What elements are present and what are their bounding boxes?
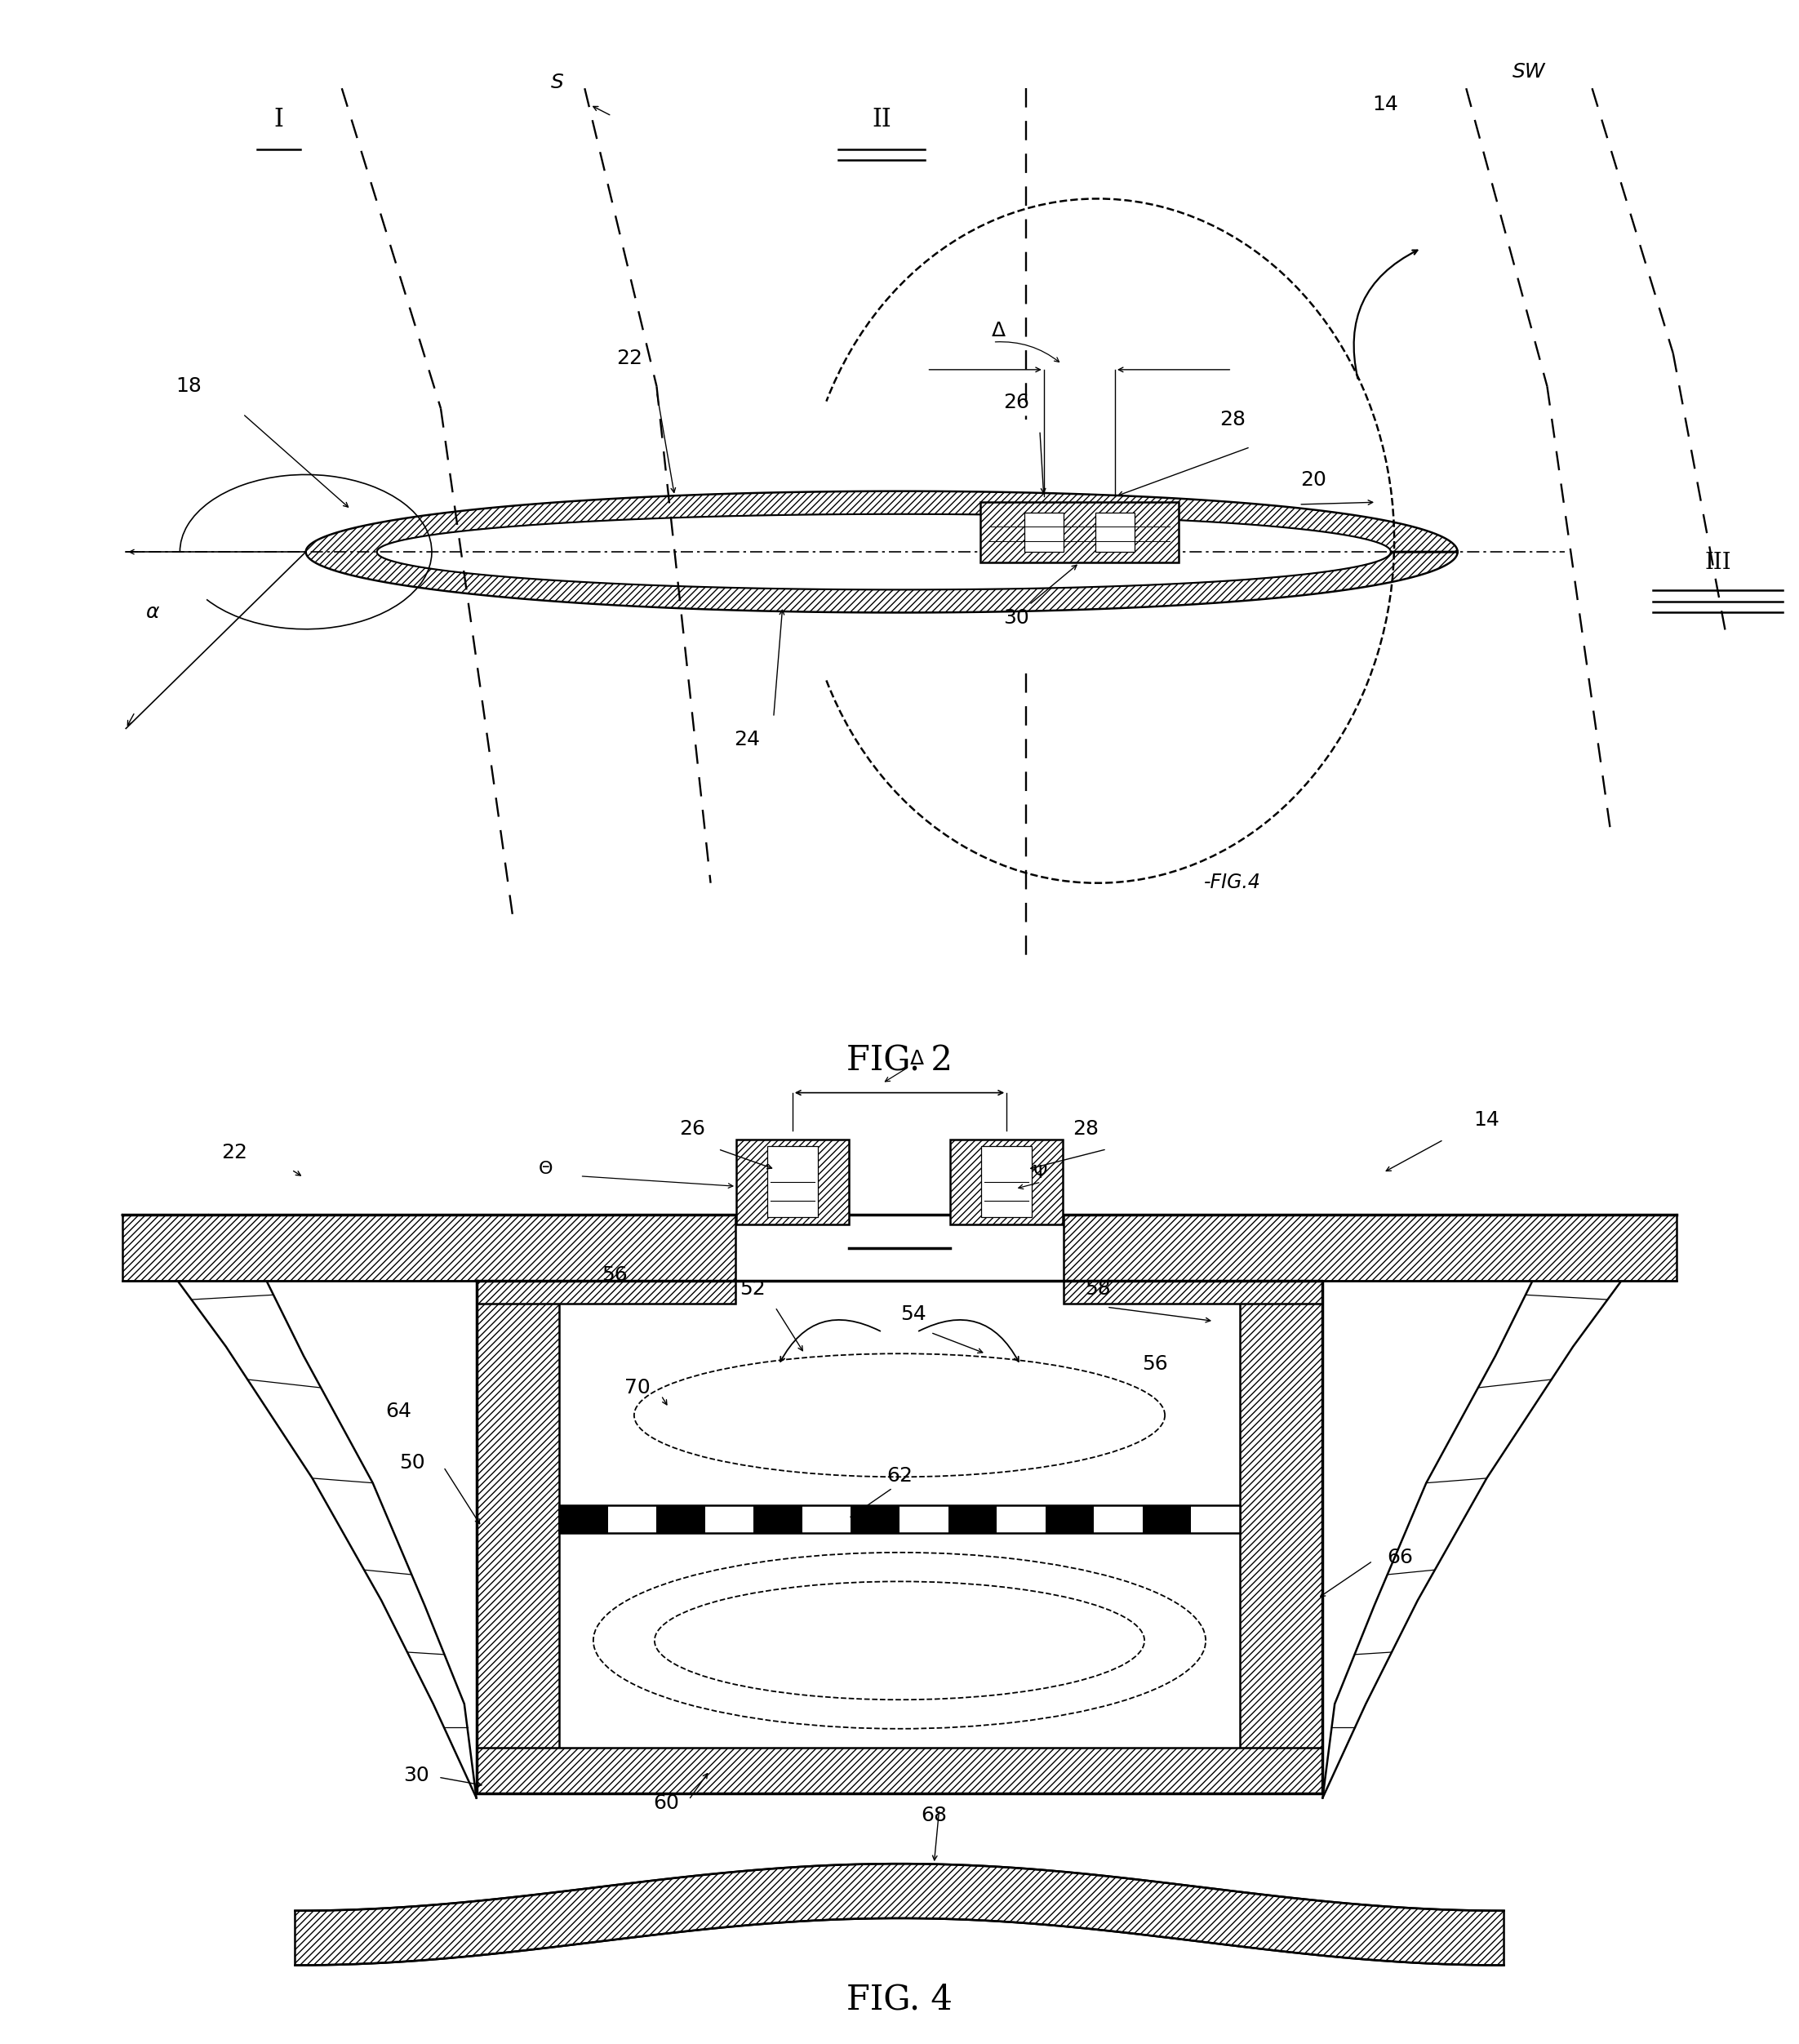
Text: 22: 22 xyxy=(221,1143,248,1163)
Text: S: S xyxy=(550,74,565,92)
Bar xyxy=(766,1147,819,1216)
Bar xyxy=(754,1504,802,1533)
Polygon shape xyxy=(306,491,1457,613)
Bar xyxy=(477,1748,1322,1793)
Text: 28: 28 xyxy=(1072,1120,1099,1139)
Text: 14: 14 xyxy=(1373,94,1398,114)
Text: $\Psi$: $\Psi$ xyxy=(1033,1165,1047,1181)
Text: 26: 26 xyxy=(1004,392,1029,413)
Text: 22: 22 xyxy=(617,350,642,368)
Bar xyxy=(851,1504,900,1533)
Polygon shape xyxy=(295,1864,1504,1964)
Text: 30: 30 xyxy=(1004,609,1029,628)
Text: 26: 26 xyxy=(680,1120,705,1139)
Text: 24: 24 xyxy=(734,730,759,748)
Bar xyxy=(657,1504,705,1533)
Bar xyxy=(950,1141,1063,1224)
Text: 62: 62 xyxy=(887,1466,912,1486)
Text: $\Theta$: $\Theta$ xyxy=(538,1161,552,1177)
Text: 56: 56 xyxy=(601,1265,628,1286)
Polygon shape xyxy=(306,491,1457,613)
Bar xyxy=(1024,513,1063,552)
Bar xyxy=(900,1504,948,1533)
Bar xyxy=(1063,1214,1677,1282)
Text: 20: 20 xyxy=(1301,470,1326,491)
Text: 56: 56 xyxy=(1142,1355,1168,1374)
Text: 60: 60 xyxy=(653,1795,680,1813)
Text: 30: 30 xyxy=(403,1766,428,1784)
Bar xyxy=(802,1504,851,1533)
Bar xyxy=(980,503,1178,562)
Bar xyxy=(705,1504,754,1533)
Text: SW: SW xyxy=(1513,61,1545,82)
Text: 50: 50 xyxy=(399,1453,425,1474)
Text: $\Delta$: $\Delta$ xyxy=(908,1049,925,1069)
Bar xyxy=(477,1282,559,1793)
Text: 54: 54 xyxy=(900,1304,926,1325)
Bar xyxy=(1094,1504,1142,1533)
Bar xyxy=(997,1504,1045,1533)
Bar xyxy=(1142,1504,1191,1533)
Bar xyxy=(122,1214,736,1282)
Text: 58: 58 xyxy=(1085,1280,1112,1298)
Polygon shape xyxy=(378,515,1391,589)
Text: I: I xyxy=(273,106,284,133)
Bar xyxy=(559,1504,1240,1533)
Bar xyxy=(559,1504,608,1533)
Bar xyxy=(477,1282,736,1304)
Bar xyxy=(1096,513,1135,552)
Bar xyxy=(1191,1504,1240,1533)
Bar xyxy=(1045,1504,1094,1533)
Text: III: III xyxy=(1705,552,1731,574)
Text: 66: 66 xyxy=(1387,1547,1414,1568)
Bar xyxy=(736,1141,849,1224)
Bar xyxy=(1240,1282,1322,1793)
Text: 18: 18 xyxy=(176,376,201,397)
Text: 14: 14 xyxy=(1473,1110,1500,1130)
Text: FIG. 2: FIG. 2 xyxy=(847,1044,952,1077)
Text: II: II xyxy=(873,106,891,133)
Text: 28: 28 xyxy=(1220,409,1245,429)
Text: -FIG.4: -FIG.4 xyxy=(1204,873,1261,893)
Bar xyxy=(948,1504,997,1533)
Text: 52: 52 xyxy=(739,1280,766,1298)
Text: 70: 70 xyxy=(624,1378,649,1398)
Text: FIG. 4: FIG. 4 xyxy=(847,1983,952,2017)
Bar xyxy=(980,1147,1033,1216)
Text: 64: 64 xyxy=(385,1402,412,1421)
Text: 68: 68 xyxy=(921,1807,946,1825)
Text: $\Delta$: $\Delta$ xyxy=(991,321,1006,341)
Bar xyxy=(559,1282,1240,1748)
Bar xyxy=(608,1504,657,1533)
Bar xyxy=(1063,1282,1322,1304)
Text: $\alpha$: $\alpha$ xyxy=(146,603,160,621)
